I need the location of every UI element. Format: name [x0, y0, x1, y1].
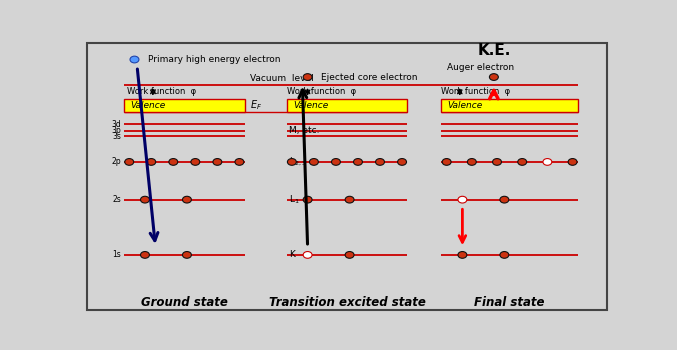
Ellipse shape: [235, 159, 244, 165]
Ellipse shape: [169, 159, 178, 165]
Ellipse shape: [442, 159, 451, 165]
Text: Primary high energy electron: Primary high energy electron: [148, 55, 280, 64]
Text: Valence: Valence: [447, 101, 483, 110]
Bar: [124, 99, 244, 112]
Text: Work function  φ: Work function φ: [127, 88, 196, 96]
Ellipse shape: [130, 56, 139, 63]
Ellipse shape: [303, 196, 312, 203]
Text: 2s: 2s: [112, 195, 121, 204]
Text: L$_{2,3}$: L$_{2,3}$: [289, 156, 307, 168]
Ellipse shape: [183, 196, 192, 203]
Text: 1s: 1s: [112, 250, 121, 259]
Text: M, etc.: M, etc.: [289, 126, 320, 135]
Text: Auger electron: Auger electron: [447, 63, 514, 72]
Text: Valence: Valence: [130, 101, 165, 110]
Ellipse shape: [345, 196, 354, 203]
Ellipse shape: [303, 74, 312, 80]
Ellipse shape: [467, 159, 477, 165]
Text: Valence: Valence: [293, 101, 328, 110]
Ellipse shape: [489, 74, 498, 80]
Ellipse shape: [376, 159, 385, 165]
Ellipse shape: [458, 252, 467, 258]
Ellipse shape: [303, 252, 312, 258]
Text: K: K: [289, 250, 295, 259]
Ellipse shape: [191, 159, 200, 165]
Ellipse shape: [213, 159, 222, 165]
Text: Transition excited state: Transition excited state: [269, 295, 425, 309]
Text: Vacuum  level: Vacuum level: [250, 74, 313, 83]
Ellipse shape: [493, 159, 502, 165]
Ellipse shape: [500, 252, 509, 258]
Ellipse shape: [353, 159, 362, 165]
Ellipse shape: [397, 159, 406, 165]
Ellipse shape: [288, 159, 297, 165]
Text: 2p: 2p: [112, 158, 121, 167]
Ellipse shape: [125, 159, 133, 165]
Ellipse shape: [309, 159, 318, 165]
Text: Work function  φ: Work function φ: [441, 88, 510, 96]
Ellipse shape: [332, 159, 341, 165]
Ellipse shape: [500, 196, 509, 203]
Text: Ejected core electron: Ejected core electron: [321, 72, 417, 82]
Text: 3d: 3d: [112, 120, 121, 129]
Ellipse shape: [345, 252, 354, 258]
Text: K.E.: K.E.: [477, 43, 510, 58]
Text: $E_F$: $E_F$: [250, 98, 262, 112]
Text: L$_1$: L$_1$: [289, 194, 300, 206]
Ellipse shape: [458, 196, 467, 203]
Text: 3p: 3p: [112, 126, 121, 135]
Ellipse shape: [518, 159, 527, 165]
Ellipse shape: [147, 159, 156, 165]
Ellipse shape: [141, 196, 150, 203]
Text: Work function  φ: Work function φ: [286, 88, 355, 96]
Ellipse shape: [543, 159, 552, 165]
Bar: [286, 99, 408, 112]
Ellipse shape: [183, 252, 192, 258]
Ellipse shape: [568, 159, 577, 165]
Text: 3s: 3s: [112, 132, 121, 141]
Bar: [441, 99, 578, 112]
Text: Ground state: Ground state: [141, 295, 227, 309]
Text: Final state: Final state: [475, 295, 545, 309]
Ellipse shape: [141, 252, 150, 258]
